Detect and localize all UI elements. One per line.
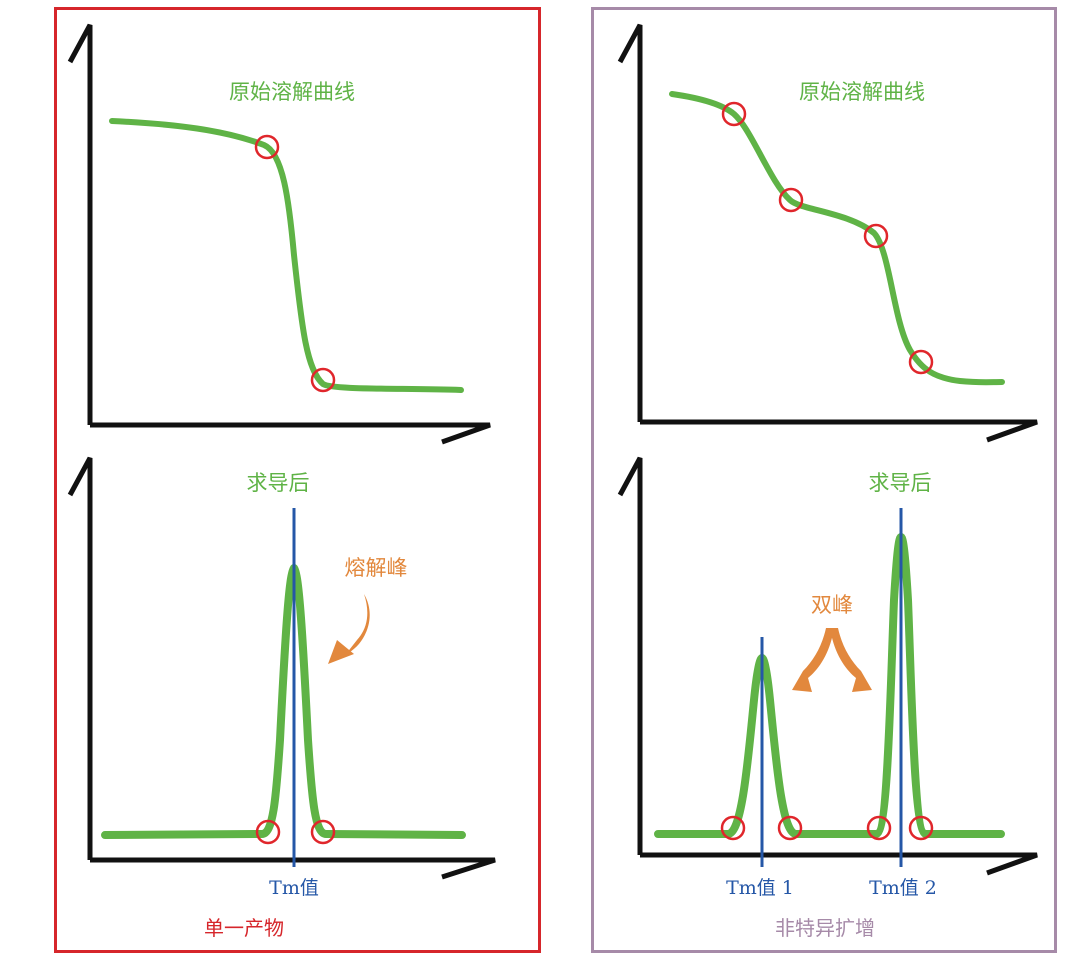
right-derivative-peaks bbox=[654, 533, 1005, 838]
right-bottom-title: 求导后 bbox=[869, 471, 932, 495]
left-peak-annotation: 熔解峰 bbox=[345, 556, 408, 580]
right-top-y-axis bbox=[617, 23, 643, 422]
right-raw-melt-curve bbox=[669, 91, 1005, 386]
right-annotation-arrow bbox=[792, 628, 872, 692]
left-caption: 单一产物 bbox=[204, 916, 284, 940]
right-top-marker-3 bbox=[863, 223, 889, 249]
left-bottom-x-axis bbox=[90, 857, 496, 880]
right-tm-label-2: Tm值 2 bbox=[869, 877, 937, 899]
left-bottom-marker-2 bbox=[310, 819, 336, 845]
right-bottom-x-axis bbox=[640, 852, 1038, 876]
left-derivative-peak bbox=[101, 564, 466, 839]
left-tm-label: Tm值 bbox=[269, 877, 319, 899]
right-top-marker-1 bbox=[721, 101, 747, 127]
left-bottom-title: 求导后 bbox=[247, 471, 310, 495]
right-bottom-marker-3 bbox=[866, 815, 892, 841]
nonspecific-amplification-panel bbox=[591, 7, 1057, 953]
right-peak-annotation: 双峰 bbox=[811, 593, 853, 617]
right-top-x-axis bbox=[640, 419, 1038, 443]
left-annotation-arrow bbox=[328, 594, 370, 664]
right-top-marker-4 bbox=[908, 349, 934, 375]
right-bottom-marker-1 bbox=[720, 815, 746, 841]
right-bottom-y-axis bbox=[617, 456, 643, 855]
left-top-y-axis bbox=[67, 23, 93, 425]
right-caption: 非特异扩增 bbox=[775, 916, 875, 940]
right-top-title: 原始溶解曲线 bbox=[799, 80, 925, 104]
left-top-marker-1 bbox=[254, 134, 280, 160]
left-bottom-y-axis bbox=[67, 456, 93, 860]
left-top-x-axis bbox=[90, 422, 491, 445]
left-bottom-marker-1 bbox=[255, 819, 281, 845]
left-raw-melt-curve bbox=[109, 118, 464, 393]
right-bottom-marker-4 bbox=[908, 815, 934, 841]
right-bottom-marker-2 bbox=[777, 815, 803, 841]
left-top-marker-2 bbox=[310, 367, 336, 393]
right-tm-label-1: Tm值 1 bbox=[726, 877, 794, 899]
single-product-panel bbox=[54, 7, 541, 953]
left-top-title: 原始溶解曲线 bbox=[229, 80, 355, 104]
right-top-marker-2 bbox=[778, 187, 804, 213]
